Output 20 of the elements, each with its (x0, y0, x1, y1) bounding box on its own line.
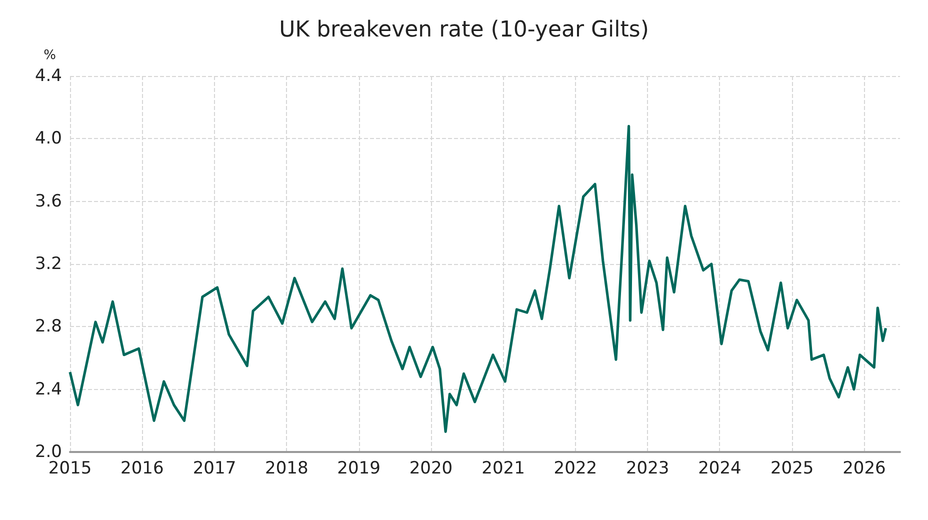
y-tick-label: 4.0 (34, 128, 62, 149)
x-tick-label: 2022 (554, 458, 598, 478)
x-tick-label: 2025 (770, 458, 814, 478)
y-tick-label: 2.8 (34, 316, 62, 337)
x-tick-label: 2020 (409, 458, 453, 478)
x-tick-label: 2017 (192, 458, 236, 478)
y-tick-label: 4.4 (34, 66, 62, 86)
y-tick-label: 3.6 (34, 191, 62, 212)
y-tick-label: 2.4 (34, 379, 62, 400)
y-axis-title: % (44, 48, 56, 63)
y-tick-label: 3.2 (34, 254, 62, 274)
x-tick-label: 2023 (626, 458, 670, 478)
x-tick-label: 2016 (120, 458, 164, 478)
x-tick-label: 2021 (482, 458, 525, 478)
line-series (68, 124, 888, 433)
x-tick-label: 2026 (842, 458, 886, 478)
x-tick-label: 2019 (337, 458, 380, 478)
chart-title: UK breakeven rate (10-year Gilts) (279, 18, 649, 42)
x-tick-label: 2024 (698, 458, 742, 478)
x-tick-label: 2018 (265, 458, 308, 478)
